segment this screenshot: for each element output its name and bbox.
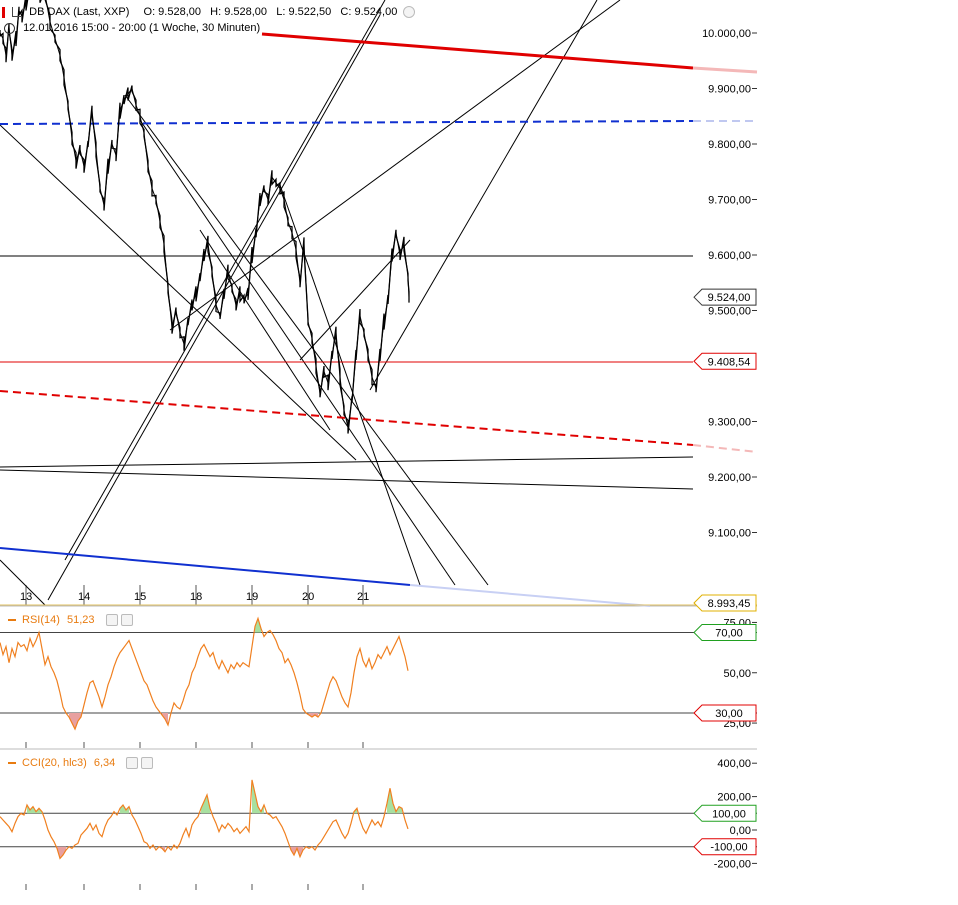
y-tick-label: 9.200,00 <box>708 472 751 484</box>
trendline <box>199 229 331 431</box>
rsi-line <box>0 616 409 731</box>
trendline <box>0 559 46 606</box>
ohlc-values: O: 9.528,00 H: 9.528,00 L: 9.522,50 C: 9… <box>143 6 398 18</box>
trendline <box>299 239 411 361</box>
x-tick-label: 21 <box>357 591 369 603</box>
rsi-legend-line-icon <box>8 619 16 622</box>
cci-series-layer <box>0 779 757 860</box>
instrument-color-marker <box>2 6 5 18</box>
rsi-series-layer <box>0 616 757 731</box>
trendline <box>369 0 598 391</box>
y-tick-label: 9.900,00 <box>708 84 751 96</box>
rsi-level-badge-label: 30,00 <box>715 708 743 720</box>
rsi-close-icon[interactable] <box>120 614 133 627</box>
support-line-blue-ext <box>409 584 651 607</box>
trendline <box>124 94 489 586</box>
price-level-badge-label: 9.408,54 <box>708 356 751 368</box>
y-tick-label: 9.100,00 <box>708 528 751 540</box>
y-tick-label: 9.500,00 <box>708 306 751 318</box>
clock-icon <box>4 22 15 34</box>
cci-level-badge-label: -100,00 <box>710 842 747 854</box>
instrument-name: DB DAX (Last, XXP) <box>29 6 130 18</box>
grid-layer <box>0 585 757 890</box>
cci-y-tick-label: 0,00 <box>730 825 751 837</box>
cci-level-badge-shape <box>693 804 757 822</box>
rsi-level-badge-shape <box>693 624 757 641</box>
y-tick-label: 9.300,00 <box>708 417 751 429</box>
price-level-badge-label: 9.524,00 <box>708 292 751 304</box>
price-line <box>0 0 410 428</box>
cci-y-tick-label: 200,00 <box>717 792 751 804</box>
resistance-line-red <box>261 32 694 70</box>
rsi-y-tick-label: 50,00 <box>723 668 751 680</box>
support-line-blue <box>0 547 411 586</box>
trendline <box>0 456 694 468</box>
trendlines-layer <box>0 0 758 607</box>
cci-close-icon[interactable] <box>141 757 154 770</box>
dashed-red-line <box>0 390 694 446</box>
trendline <box>64 0 386 561</box>
x-tick-label: 20 <box>302 591 314 603</box>
x-tick-label: 15 <box>134 591 146 603</box>
trendline <box>0 469 694 490</box>
cci-legend-line-icon <box>8 762 16 765</box>
price-level-badge-shape <box>693 352 757 370</box>
cci-y-tick-label: -200,00 <box>714 858 751 870</box>
price-level-badge-label: 8.993,45 <box>708 598 751 610</box>
y-tick-label: 9.700,00 <box>708 195 751 207</box>
price-level-badge-shape <box>693 288 757 306</box>
y-tick-label: 9.600,00 <box>708 250 751 262</box>
dashed-red-line-ext <box>692 444 758 453</box>
y-tick-label: 10.000,00 <box>702 28 751 40</box>
instrument-icon <box>12 7 22 18</box>
cci-overbought-fill <box>252 779 264 814</box>
chart-header-line2: 12.01.2016 15:00 - 20:00 (1 Woche, 30 Mi… <box>4 22 260 34</box>
cci-title: CCI(20, hlc3) 6,34 <box>8 757 154 770</box>
rsi-level-badge-label: 70,00 <box>715 628 743 640</box>
x-tick-label: 13 <box>20 591 32 603</box>
price-series-layer <box>0 0 410 434</box>
trendline <box>139 119 456 586</box>
cci-name: CCI(20, hlc3) <box>22 757 87 769</box>
settings-icon[interactable] <box>403 6 416 19</box>
trendline <box>0 124 357 461</box>
trendline <box>47 14 381 601</box>
x-tick-label: 18 <box>190 591 202 603</box>
rsi-title: RSI(14) 51,23 <box>8 614 133 627</box>
cci-level-badge-label: 100,00 <box>712 808 746 820</box>
price-level-badge-shape <box>693 594 757 612</box>
axis-labels-layer: 13 14 15 18 19 20 21 10.000,00 9.900,00 9.800,00 9… <box>20 28 757 870</box>
rsi-level-badge-shape <box>693 704 757 722</box>
cci-overbought-fill <box>120 804 129 814</box>
rsi-settings-icon[interactable] <box>105 614 118 627</box>
y-tick-label: 9.800,00 <box>708 139 751 151</box>
rsi-name: RSI(14) <box>22 614 60 626</box>
cci-y-tick-label: 400,00 <box>717 758 751 770</box>
level-badges-layer: 9.524,00 9.408,54 8.993,45 70,00 30,00 100,00… <box>693 288 757 856</box>
cci-line <box>0 779 409 860</box>
resistance-line-red-ext <box>692 66 758 74</box>
rsi-oversold-fill <box>69 713 81 730</box>
cci-level-badge-shape <box>693 838 757 856</box>
chart-header-line1: DB DAX (Last, XXP) O: 9.528,00 H: 9.528,… <box>2 6 416 19</box>
x-tick-label: 14 <box>78 591 90 603</box>
trendline <box>169 0 621 331</box>
cci-settings-icon[interactable] <box>126 757 139 770</box>
rsi-overbought-fill <box>255 618 261 633</box>
dashed-blue-line <box>0 120 694 125</box>
cci-value: 6,34 <box>93 757 116 769</box>
rsi-value: 51,23 <box>66 614 95 626</box>
period-text: 12.01.2016 15:00 - 20:00 (1 Woche, 30 Mi… <box>23 22 261 34</box>
x-tick-label: 19 <box>246 591 258 603</box>
